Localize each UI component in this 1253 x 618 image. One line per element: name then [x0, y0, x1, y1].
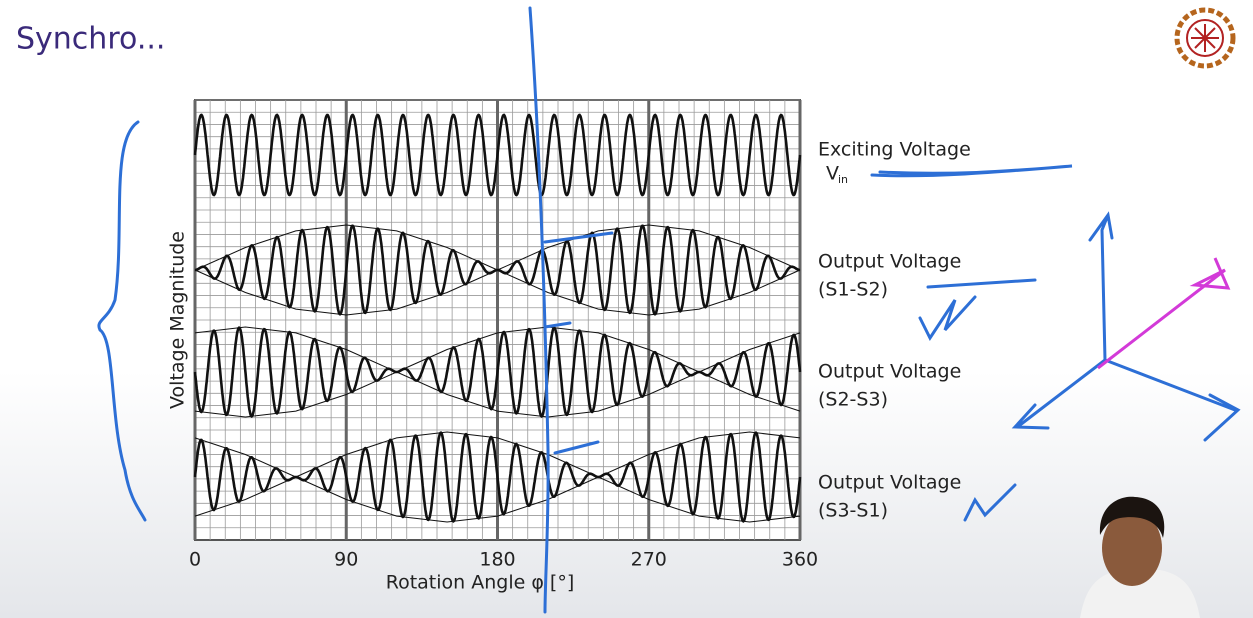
series-label: Output Voltage — [818, 361, 961, 383]
carrier-wave — [193, 113, 802, 197]
annotation-vector — [1097, 257, 1231, 370]
series-label: Output Voltage — [818, 472, 961, 494]
series-pair: (S1-S2) — [818, 279, 888, 301]
envelope-line — [194, 326, 801, 418]
series-label: Exciting Voltage — [818, 139, 971, 161]
x-tick-label: 180 — [479, 549, 515, 571]
y-axis-label: Voltage Magnitude — [167, 231, 189, 409]
x-axis-label: Rotation Angle φ [°] — [386, 572, 575, 594]
series-pair: (S3-S1) — [818, 500, 888, 522]
x-tick-label: 90 — [334, 549, 358, 571]
series-symbol-sub: in — [838, 173, 848, 186]
annotations — [97, 6, 1241, 614]
series-label: Output Voltage — [818, 251, 961, 273]
series-symbol: V — [826, 163, 839, 185]
series-pair: (S2-S3) — [818, 389, 888, 411]
logo — [1174, 7, 1236, 69]
envelope-line — [194, 224, 801, 316]
slide-title: Synchro... — [16, 22, 165, 57]
plot: 0 90 180 270 360 Rotation Angle φ [°] Voltage … — [167, 99, 971, 594]
x-tick-label: 360 — [782, 549, 818, 571]
x-tick-label: 0 — [189, 549, 201, 571]
envelope-line — [194, 431, 801, 523]
x-tick-label: 270 — [631, 549, 667, 571]
presenter — [1080, 496, 1200, 618]
